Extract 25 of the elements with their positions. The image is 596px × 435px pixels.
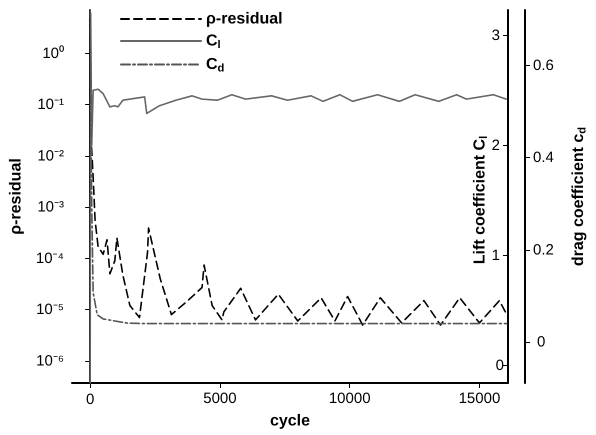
y3-tick-label: 0.2 bbox=[533, 241, 554, 258]
y-tick-label: 10⁻⁴ bbox=[36, 250, 64, 267]
x-tick-label: 15000 bbox=[458, 390, 500, 407]
y2-tick-label: 0 bbox=[496, 356, 504, 374]
y3-tick-label: 0 bbox=[537, 333, 546, 350]
y2-tick-label: 2 bbox=[492, 136, 500, 154]
y3-axis-title: drag coefficient cd bbox=[570, 126, 588, 266]
y-tick-label: 10⁻³ bbox=[37, 198, 64, 216]
x-tick-label: 0 bbox=[86, 391, 94, 408]
y2-tick-label: 1 bbox=[492, 246, 500, 264]
legend-label: ρ-residual bbox=[206, 10, 283, 28]
y2-axis-title: Lift coefficient Cl bbox=[472, 136, 490, 264]
y-tick-label: 10⁻¹ bbox=[37, 96, 64, 114]
line-series bbox=[89, 12, 507, 384]
y-tick-label: 10⁻⁶ bbox=[36, 352, 64, 370]
x-tick-label: 10000 bbox=[328, 390, 371, 407]
y-tick-label: 10⁰ bbox=[42, 44, 64, 62]
x-tick-label: 5000 bbox=[203, 390, 237, 407]
y2-tick-label: 3 bbox=[492, 26, 500, 44]
y-tick-label: 10⁻² bbox=[37, 147, 64, 164]
y3-tick-label: 0.4 bbox=[533, 149, 554, 166]
y-tick-label: 10⁻⁵ bbox=[36, 301, 64, 318]
y-axis-title: ρ-residual bbox=[8, 158, 24, 235]
x-axis-title: cycle bbox=[270, 412, 310, 430]
y3-tick-label: 0.6 bbox=[533, 56, 554, 74]
